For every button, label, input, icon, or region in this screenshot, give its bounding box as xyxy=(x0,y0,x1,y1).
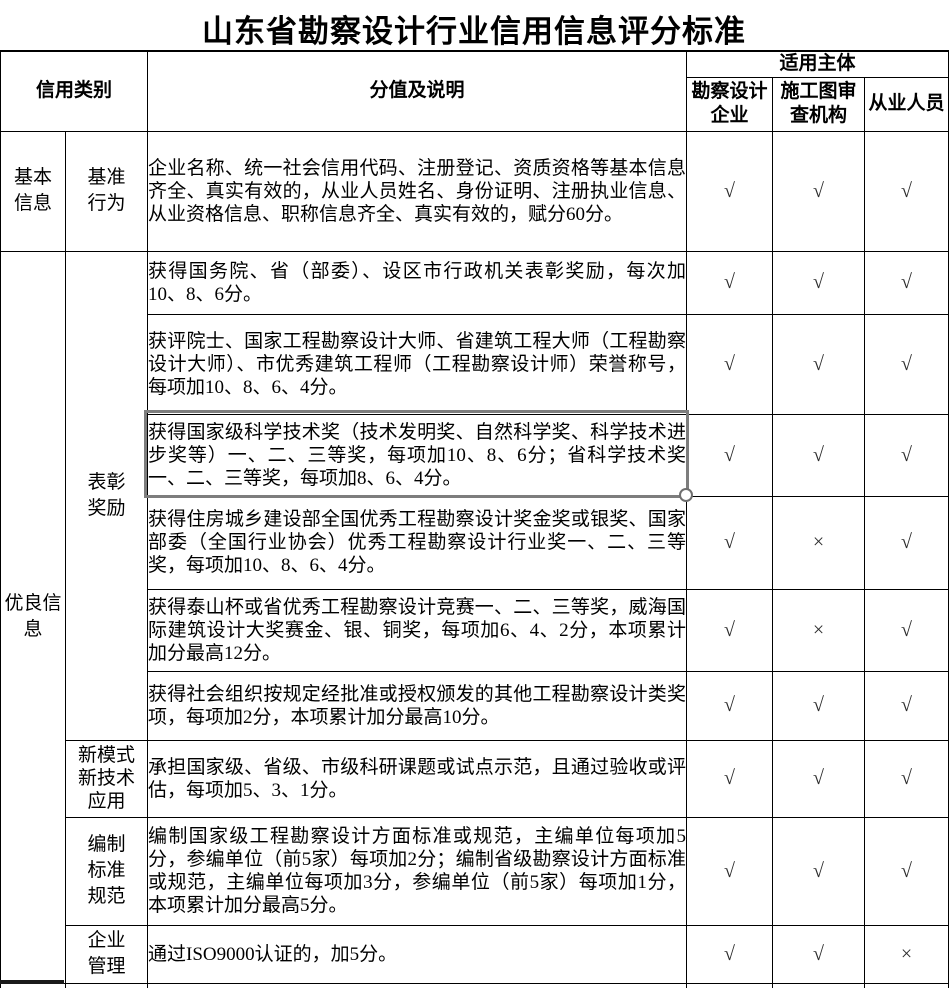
table-row: 获得社会组织按规定经批准或授权颁发的其他工程勘察设计类奖项，每项加2分，本项累计… xyxy=(1,670,950,741)
header-subject-practitioners[interactable]: 从业人员 xyxy=(864,76,950,132)
cell-subcategory-new-model-tech[interactable]: 新模式 新技术 应用 xyxy=(64,739,149,818)
cell-mark[interactable]: √ xyxy=(864,250,950,315)
cell-desc[interactable]: 企业名称、统一社会信用代码、注册登记、资质资格等基本信息齐全、真实有效的，从业人… xyxy=(147,130,688,252)
table-row: 获得住房城乡建设部全国优秀工程勘察设计奖金奖或银奖、国家部委（全国行业协会）优秀… xyxy=(1,495,950,590)
cell-desc-selected[interactable]: 获得国家级科学技术奖（技术发明奖、自然科学奖、科学技术进步奖等）一、二、三等奖，… xyxy=(147,413,688,497)
cell-mark[interactable]: √ xyxy=(686,924,774,984)
table-row: 获得国家级科学技术奖（技术发明奖、自然科学奖、科学技术进步奖等）一、二、三等奖，… xyxy=(1,413,950,497)
table-section-divider xyxy=(0,980,64,984)
cell-mark[interactable]: √ xyxy=(864,413,950,497)
cell-mark[interactable]: √ xyxy=(686,739,774,818)
cell-mark[interactable]: √ xyxy=(772,130,866,252)
header-applicable-subjects[interactable]: 适用主体 xyxy=(686,50,950,78)
cell-mark[interactable]: × xyxy=(772,588,866,672)
credit-score-table: 信用类别 分值及说明 适用主体 勘察设计 企业 施工图审 查机构 从业人员 基本… xyxy=(0,50,950,988)
table-row: 编制 标准 规范 编制国家级工程勘察设计方面标准或规范，主编单位每项加5分，参编… xyxy=(1,816,950,926)
cell-mark[interactable]: √ xyxy=(772,670,866,741)
cell-mark[interactable]: √ xyxy=(864,739,950,818)
page-title: 山东省勘察设计行业信用信息评分标准 xyxy=(202,14,746,49)
cell-mark[interactable]: √ xyxy=(686,588,774,672)
cell-desc[interactable]: 编制国家级工程勘察设计方面标准或规范，主编单位每项加5分，参编单位（前5家）每项… xyxy=(147,816,688,926)
cell-mark[interactable]: √ xyxy=(686,670,774,741)
cell-mark[interactable]: √ xyxy=(864,670,950,741)
table-row: 优良信 息 表彰 奖励 获得国务院、省（部委）、设区市行政机关表彰奖励，每次加1… xyxy=(0,250,950,984)
header-subject-survey-design-enterprise[interactable]: 勘察设计 企业 xyxy=(686,76,774,132)
cell-mark[interactable]: √ xyxy=(864,816,950,926)
table-row: 新模式 新技术 应用 承担国家级、省级、市级科研课题或试点示范，且通过验收或评估… xyxy=(1,739,950,818)
cell-desc[interactable]: 获得国务院、省（部委）、设区市行政机关表彰奖励，每次加10、8、6分。 xyxy=(147,250,688,315)
cell-mark[interactable]: × xyxy=(864,924,950,984)
cell-mark[interactable]: √ xyxy=(772,250,866,315)
header-row-2: 勘察设计 企业 施工图审 查机构 从业人员 xyxy=(1,76,950,132)
header-row-1: 信用类别 分值及说明 适用主体 xyxy=(0,50,950,132)
cutoff-cell xyxy=(864,982,950,988)
cell-mark[interactable]: √ xyxy=(772,739,866,818)
cell-mark[interactable]: √ xyxy=(686,413,774,497)
cutoff-row xyxy=(0,982,950,988)
cell-desc[interactable]: 获得社会组织按规定经批准或授权颁发的其他工程勘察设计类奖项，每项加2分，本项累计… xyxy=(147,670,688,741)
table-row: 基本 信息 基准 行为 企业名称、统一社会信用代码、注册登记、资质资格等基本信息… xyxy=(0,130,950,252)
cell-desc[interactable]: 通过ISO9000认证的，加5分。 xyxy=(147,924,688,984)
cell-category-basic-info[interactable]: 基本 信息 xyxy=(0,130,66,252)
cutoff-cell xyxy=(772,982,866,988)
cell-desc[interactable]: 获得住房城乡建设部全国优秀工程勘察设计奖金奖或银奖、国家部委（全国行业协会）优秀… xyxy=(147,495,688,590)
table-row: 企业 管理 通过ISO9000认证的，加5分。 √ √ × xyxy=(1,924,950,984)
cell-desc[interactable]: 获评院士、国家工程勘察设计大师、省建筑工程大师（工程勘察设计大师）、市优秀建筑工… xyxy=(147,313,688,415)
cell-mark[interactable]: √ xyxy=(864,313,950,415)
cell-mark[interactable]: × xyxy=(772,495,866,590)
cell-mark[interactable]: √ xyxy=(686,250,774,315)
table-row: 获评院士、国家工程勘察设计大师、省建筑工程大师（工程勘察设计大师）、市优秀建筑工… xyxy=(1,313,950,415)
cell-mark[interactable]: √ xyxy=(864,588,950,672)
header-score-description[interactable]: 分值及说明 xyxy=(147,50,688,132)
cell-mark[interactable]: √ xyxy=(772,816,866,926)
header-credit-category[interactable]: 信用类别 xyxy=(0,50,149,132)
table-row: 获得泰山杯或省优秀工程勘察设计竞赛一、二、三等奖，威海国际建筑设计大奖赛金、银、… xyxy=(1,588,950,672)
cell-subcategory-baseline-behavior[interactable]: 基准 行为 xyxy=(64,130,149,252)
cell-category-good-info[interactable]: 优良信 息 xyxy=(0,250,66,984)
cell-mark[interactable]: √ xyxy=(772,413,866,497)
header-subject-drawing-review-agency[interactable]: 施工图审 查机构 xyxy=(772,76,866,132)
cell-mark[interactable]: √ xyxy=(686,816,774,926)
cell-desc[interactable]: 获得泰山杯或省优秀工程勘察设计竞赛一、二、三等奖，威海国际建筑设计大奖赛金、银、… xyxy=(147,588,688,672)
cell-mark[interactable]: √ xyxy=(864,495,950,590)
cell-mark[interactable]: √ xyxy=(686,313,774,415)
cell-mark[interactable]: √ xyxy=(864,130,950,252)
cutoff-cell xyxy=(147,982,688,988)
cutoff-cell xyxy=(686,982,774,988)
cell-mark[interactable]: √ xyxy=(686,130,774,252)
cutoff-cell xyxy=(64,982,149,988)
cell-mark[interactable]: √ xyxy=(772,924,866,984)
selection-resize-handle-icon[interactable] xyxy=(679,488,693,502)
cell-desc[interactable]: 承担国家级、省级、市级科研课题或试点示范，且通过验收或评估，每项加5、3、1分。 xyxy=(147,739,688,818)
cell-subcategory-standards-compilation[interactable]: 编制 标准 规范 xyxy=(64,816,149,926)
cell-subcategory-commendation-awards[interactable]: 表彰 奖励 xyxy=(64,250,149,741)
cell-subcategory-enterprise-management[interactable]: 企业 管理 xyxy=(64,924,149,984)
cell-mark[interactable]: √ xyxy=(772,313,866,415)
cell-mark[interactable]: √ xyxy=(686,495,774,590)
